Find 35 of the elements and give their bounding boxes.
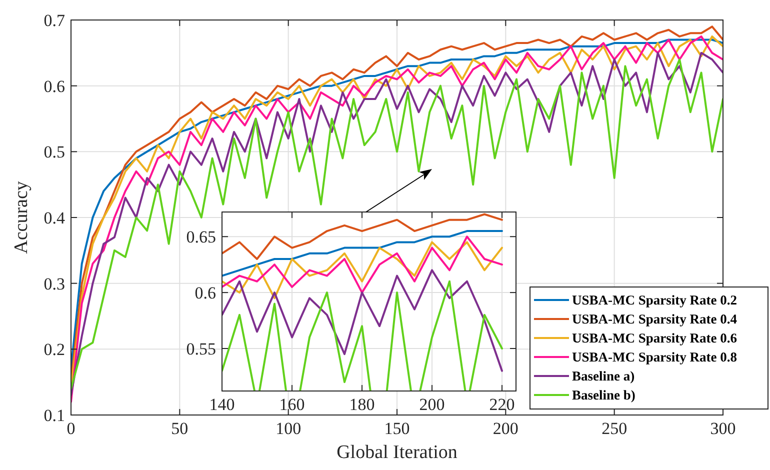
line-series: [222, 213, 503, 260]
line-series: [222, 269, 503, 372]
x-tick-label: 160: [279, 395, 305, 414]
y-tick-label: 0.5: [44, 142, 65, 162]
y-tick-label: 0.4: [44, 208, 66, 228]
y-tick-label: 0.55: [186, 339, 216, 358]
x-tick-label: 100: [276, 419, 302, 438]
legend-label: USBA-MC Sparsity Rate 0.4: [572, 312, 738, 327]
line-series: [222, 236, 503, 294]
line-series: [222, 230, 503, 277]
legend-label: Baseline b): [572, 388, 636, 403]
y-axis-title: Accuracy: [11, 180, 32, 254]
x-tick-label: 220: [489, 395, 515, 414]
x-tick-label: 50: [171, 419, 188, 438]
legend-label: USBA-MC Sparsity Rate 0.8: [572, 350, 738, 365]
line-series: [222, 241, 503, 300]
y-tick-label: 0.3: [44, 274, 65, 294]
y-tick-label: 0.6: [44, 76, 65, 96]
x-tick-label: 150: [384, 419, 410, 438]
y-tick-label: 0.65: [186, 228, 216, 247]
x-tick-label: 250: [602, 419, 628, 438]
y-tick-label: 0.1: [44, 406, 65, 425]
legend-label: Baseline a): [572, 368, 635, 384]
x-axis-title: Global Iteration: [336, 442, 458, 463]
x-tick-label: 180: [349, 395, 375, 414]
x-tick-label: 200: [419, 395, 445, 414]
x-tick-label: 200: [492, 419, 518, 438]
legend-label: USBA-MC Sparsity Rate 0.6: [572, 330, 738, 346]
y-tick-label: 0.2: [44, 340, 65, 360]
x-tick-label: 140: [209, 395, 235, 414]
y-tick-label: 0.7: [44, 10, 66, 30]
x-tick-label: 300: [710, 419, 736, 438]
x-tick-label: 0: [66, 419, 76, 438]
y-tick-label: 0.6: [194, 284, 216, 302]
legend-label: USBA-MC Sparsity Rate 0.2: [572, 292, 738, 308]
